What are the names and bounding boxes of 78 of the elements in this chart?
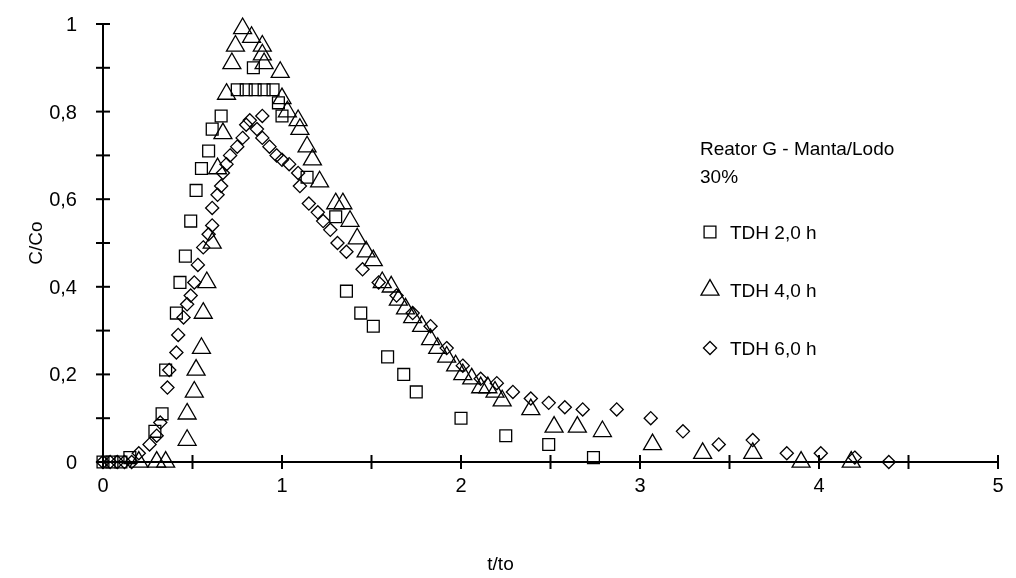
x-tick-label: 0	[97, 474, 109, 496]
point	[437, 345, 457, 363]
y-tick-label: 0,6	[49, 188, 77, 211]
point	[567, 415, 587, 433]
point	[372, 271, 392, 289]
point	[156, 450, 176, 468]
point	[207, 157, 228, 175]
point	[395, 297, 416, 315]
point	[388, 288, 408, 306]
point	[277, 100, 298, 118]
x-tick-label: 2	[455, 474, 467, 496]
point	[381, 275, 401, 293]
point	[193, 302, 213, 319]
point	[326, 192, 346, 210]
point	[225, 34, 246, 52]
legend-label: TDH 2,0 h	[730, 222, 817, 243]
point	[521, 398, 541, 416]
point	[411, 315, 432, 333]
point	[177, 402, 197, 420]
x-tick-label: 5	[992, 474, 1004, 496]
point	[743, 442, 763, 460]
y-tick-label: 0	[65, 451, 77, 473]
point	[254, 52, 274, 70]
point	[222, 52, 242, 70]
point	[356, 240, 376, 258]
y-tick-label: 0,8	[49, 100, 77, 123]
point	[191, 337, 212, 354]
x-tick-label: 1	[276, 474, 288, 496]
point	[252, 34, 272, 52]
point	[478, 376, 498, 394]
point	[592, 420, 613, 438]
point	[462, 367, 482, 385]
point	[403, 306, 423, 324]
y-axis-title: C/Co	[25, 221, 46, 265]
x-tick-label: 4	[813, 474, 825, 496]
legend-title: Reator G - Manta/Lodo 30%	[700, 138, 895, 187]
point	[129, 450, 149, 468]
point	[693, 442, 713, 460]
point	[213, 122, 233, 140]
point	[642, 433, 663, 451]
point	[453, 363, 473, 381]
point	[791, 450, 811, 468]
x-axis-title: t/to	[487, 553, 514, 574]
point	[297, 135, 317, 153]
legend-label: TDH 4,0 h	[730, 280, 817, 301]
point	[347, 227, 367, 245]
point	[177, 429, 197, 446]
point	[485, 380, 505, 398]
point	[309, 170, 330, 188]
point	[333, 192, 353, 210]
point	[272, 87, 292, 105]
x-tick-label: 3	[634, 474, 646, 496]
point	[841, 450, 861, 468]
point	[288, 109, 308, 127]
point	[290, 118, 310, 135]
point	[420, 328, 441, 346]
point	[445, 354, 466, 372]
y-tick-label: 0,2	[49, 363, 77, 386]
point	[252, 43, 272, 61]
point	[302, 148, 323, 166]
point	[363, 249, 383, 267]
y-tick-label: 0,4	[49, 275, 77, 298]
point	[492, 389, 512, 407]
point	[270, 61, 290, 79]
point	[544, 415, 564, 433]
y-tick-label: 1	[65, 13, 77, 35]
point	[147, 450, 167, 468]
point	[340, 210, 360, 227]
point	[232, 17, 253, 35]
point	[471, 376, 491, 394]
point	[216, 83, 237, 100]
point	[202, 231, 222, 249]
point	[428, 337, 448, 354]
point	[241, 26, 262, 43]
point	[184, 380, 204, 398]
legend-label: TDH 6,0 h	[730, 338, 817, 359]
point	[197, 271, 217, 289]
point	[186, 358, 206, 376]
